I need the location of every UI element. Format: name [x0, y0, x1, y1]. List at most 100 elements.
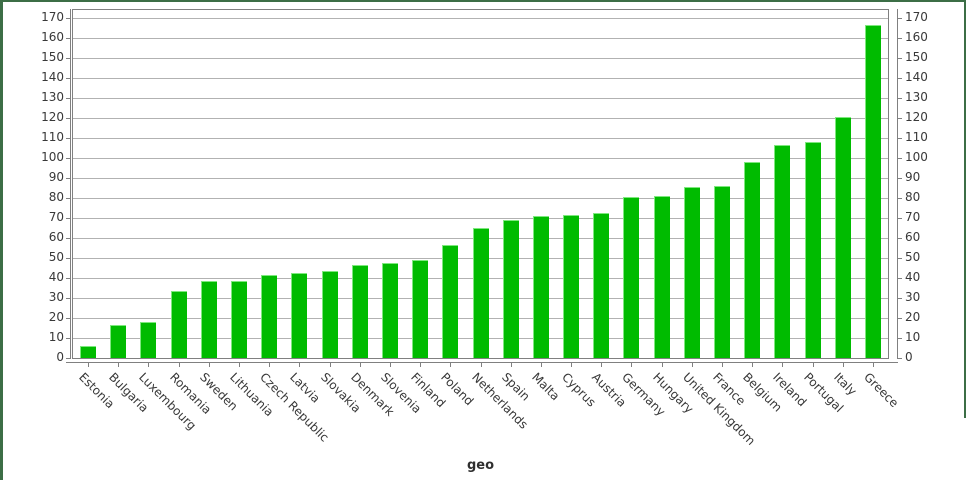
gridline-130 [73, 98, 888, 99]
y-tick-label-right-160: 160 [905, 30, 928, 44]
x-tick-malta [541, 362, 542, 367]
frame-border-right [964, 0, 966, 418]
x-axis-line [66, 362, 898, 363]
frame-border-left [0, 0, 3, 480]
x-category-label-malta: Malta [529, 370, 563, 404]
x-tick-romania [179, 362, 180, 367]
bar-cyprus [563, 215, 579, 358]
y-tick-label-left-150: 150 [41, 50, 64, 64]
bar-greece [865, 25, 881, 358]
bar-germany [623, 197, 639, 358]
y-tick-label-right-70: 70 [905, 210, 921, 224]
y-tick-label-right-60: 60 [905, 230, 921, 244]
y-tick-label-right-80: 80 [905, 190, 921, 204]
y-axis-line-left [70, 9, 71, 359]
y-tick-left-30 [66, 298, 70, 299]
bar-sweden [201, 281, 217, 358]
y-tick-left-150 [66, 58, 70, 59]
y-tick-label-left-60: 60 [48, 230, 64, 244]
y-tick-right-160 [898, 38, 902, 39]
y-tick-label-left-70: 70 [48, 210, 64, 224]
y-tick-left-10 [66, 338, 70, 339]
y-tick-right-130 [898, 98, 902, 99]
y-tick-right-110 [898, 138, 902, 139]
y-axis-line-right [897, 9, 898, 359]
y-tick-label-right-90: 90 [905, 170, 921, 184]
y-tick-left-100 [66, 158, 70, 159]
y-tick-label-left-20: 20 [48, 310, 64, 324]
x-tick-slovakia [330, 362, 331, 367]
bar-slovakia [322, 271, 338, 358]
bar-lithuania [231, 281, 247, 358]
gridline-120 [73, 118, 888, 119]
y-tick-right-50 [898, 258, 902, 259]
y-tick-label-right-100: 100 [905, 150, 928, 164]
plot-area [72, 9, 889, 359]
y-tick-left-80 [66, 198, 70, 199]
bar-netherlands [473, 228, 489, 358]
y-tick-label-left-110: 110 [41, 130, 64, 144]
y-tick-label-right-110: 110 [905, 130, 928, 144]
bar-finland [412, 260, 428, 358]
x-tick-poland [450, 362, 451, 367]
x-tick-belgium [752, 362, 753, 367]
x-tick-czech-republic [269, 362, 270, 367]
x-tick-finland [420, 362, 421, 367]
y-tick-label-left-90: 90 [48, 170, 64, 184]
bar-slovenia [382, 263, 398, 358]
y-tick-label-left-30: 30 [48, 290, 64, 304]
gridline-160 [73, 38, 888, 39]
bar-italy [835, 117, 851, 358]
bar-ireland [774, 145, 790, 358]
y-tick-right-10 [898, 338, 902, 339]
x-category-label-greece: Greece [861, 370, 902, 411]
x-tick-denmark [360, 362, 361, 367]
bar-portugal [805, 142, 821, 358]
y-tick-right-60 [898, 238, 902, 239]
x-tick-france [722, 362, 723, 367]
x-tick-netherlands [481, 362, 482, 367]
y-tick-label-right-140: 140 [905, 70, 928, 84]
x-tick-austria [601, 362, 602, 367]
gridline-150 [73, 58, 888, 59]
x-tick-bulgaria [118, 362, 119, 367]
y-tick-label-left-40: 40 [48, 270, 64, 284]
y-tick-label-left-170: 170 [41, 10, 64, 24]
y-tick-right-150 [898, 58, 902, 59]
x-tick-luxembourg [148, 362, 149, 367]
x-tick-ireland [782, 362, 783, 367]
y-tick-label-right-50: 50 [905, 250, 921, 264]
bar-austria [593, 213, 609, 358]
bar-belgium [744, 162, 760, 358]
bar-poland [442, 245, 458, 358]
y-tick-right-20 [898, 318, 902, 319]
y-tick-left-130 [66, 98, 70, 99]
y-tick-right-70 [898, 218, 902, 219]
x-tick-cyprus [571, 362, 572, 367]
y-tick-label-right-130: 130 [905, 90, 928, 104]
bar-romania [171, 291, 187, 358]
y-tick-right-30 [898, 298, 902, 299]
gridline-100 [73, 158, 888, 159]
gridline-90 [73, 178, 888, 179]
bar-denmark [352, 265, 368, 358]
x-tick-estonia [88, 362, 89, 367]
y-tick-left-110 [66, 138, 70, 139]
frame-border-top [0, 0, 966, 2]
x-tick-slovenia [390, 362, 391, 367]
gridline-140 [73, 78, 888, 79]
x-tick-spain [511, 362, 512, 367]
y-tick-label-right-0: 0 [905, 350, 913, 364]
bar-united-kingdom [684, 187, 700, 358]
y-tick-right-90 [898, 178, 902, 179]
y-tick-left-90 [66, 178, 70, 179]
bar-latvia [291, 273, 307, 358]
y-tick-label-left-100: 100 [41, 150, 64, 164]
y-tick-right-100 [898, 158, 902, 159]
bar-czech-republic [261, 275, 277, 358]
y-tick-label-left-120: 120 [41, 110, 64, 124]
bar-estonia [80, 346, 96, 358]
y-tick-left-20 [66, 318, 70, 319]
y-tick-right-120 [898, 118, 902, 119]
y-tick-label-right-10: 10 [905, 330, 921, 344]
